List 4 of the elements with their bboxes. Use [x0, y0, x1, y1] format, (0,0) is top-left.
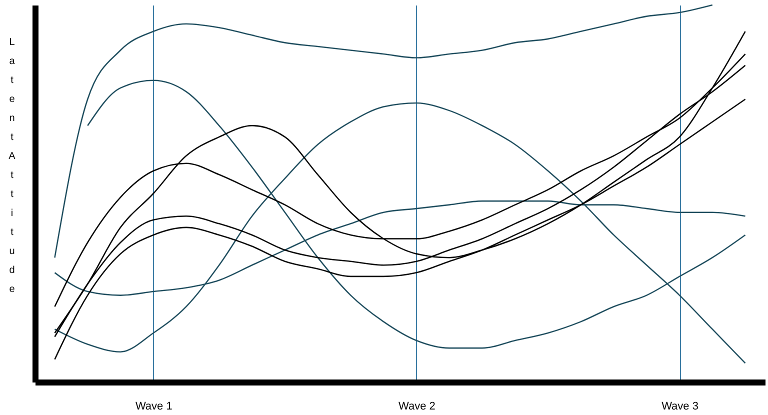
- x-tick-label: Wave 2: [398, 400, 436, 412]
- x-tick-label: Wave 3: [662, 400, 698, 412]
- x-tick-label: Wave 1: [135, 400, 172, 412]
- text: Latent Attitude: [8, 37, 16, 295]
